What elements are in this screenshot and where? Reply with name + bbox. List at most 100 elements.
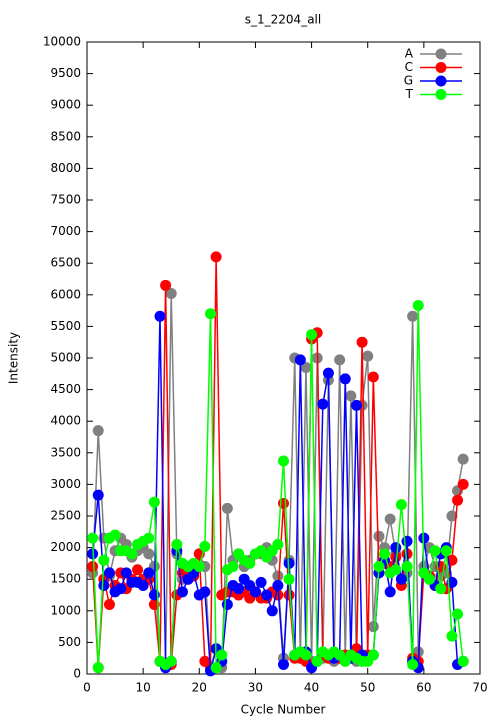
point — [92, 425, 104, 437]
point — [272, 538, 284, 550]
point — [373, 561, 385, 573]
point — [199, 540, 211, 552]
point — [171, 538, 183, 550]
chart-title: s_1_2204_all — [245, 13, 321, 27]
point — [407, 659, 419, 671]
point — [356, 336, 368, 348]
point — [390, 564, 402, 576]
point — [143, 532, 155, 544]
point — [294, 354, 306, 366]
point — [272, 570, 284, 582]
y-tick-label: 4500 — [50, 382, 81, 396]
point — [278, 659, 289, 671]
point — [283, 589, 295, 601]
y-tick-label: 1500 — [50, 572, 81, 586]
point — [345, 390, 357, 402]
point — [143, 548, 155, 560]
point — [457, 453, 469, 465]
point — [233, 583, 245, 595]
point — [457, 478, 469, 490]
point — [143, 567, 155, 579]
y-tick-label: 3000 — [50, 477, 81, 491]
point — [395, 499, 407, 511]
point — [210, 662, 222, 674]
point — [379, 548, 391, 560]
legend-label: T — [405, 87, 414, 101]
y-tick-label: 500 — [58, 635, 81, 649]
x-tick-label: 50 — [360, 681, 375, 695]
x-tick-label: 10 — [136, 681, 151, 695]
legend-swatch-marker — [435, 48, 447, 60]
y-tick-label: 8000 — [50, 161, 81, 175]
x-tick-label: 70 — [472, 681, 487, 695]
point — [154, 310, 166, 322]
point — [132, 564, 144, 576]
point — [446, 510, 458, 522]
legend-label: C — [405, 60, 413, 74]
point — [384, 513, 396, 525]
y-tick-label: 2000 — [50, 540, 81, 554]
point — [148, 598, 160, 610]
x-tick-label: 0 — [83, 681, 91, 695]
x-tick-label: 60 — [416, 681, 431, 695]
point — [199, 586, 211, 598]
point — [452, 608, 464, 620]
y-tick-label: 0 — [73, 667, 81, 681]
point — [165, 655, 177, 667]
point — [98, 554, 110, 566]
point — [384, 586, 396, 598]
point — [423, 573, 435, 585]
point — [255, 576, 267, 588]
point — [103, 598, 115, 610]
point — [109, 529, 121, 541]
y-tick-label: 5000 — [50, 351, 81, 365]
x-axis-label: Cycle Number — [241, 703, 326, 717]
point — [244, 557, 256, 569]
series-line — [91, 305, 464, 668]
x-tick-label: 30 — [248, 681, 263, 695]
point — [137, 580, 149, 592]
point — [87, 561, 99, 573]
point — [339, 373, 351, 385]
legend-swatch-marker — [435, 75, 447, 87]
point — [373, 530, 385, 542]
series-line — [91, 316, 464, 672]
point — [367, 621, 379, 633]
point — [407, 310, 419, 322]
point — [283, 573, 295, 585]
point — [103, 567, 115, 579]
point — [317, 398, 329, 410]
point — [92, 489, 104, 501]
point — [457, 655, 469, 667]
y-tick-label: 9000 — [50, 98, 81, 112]
point — [87, 532, 99, 544]
y-tick-label: 2500 — [50, 509, 81, 523]
point — [126, 548, 138, 560]
legend-label: A — [405, 47, 414, 61]
point — [435, 583, 447, 595]
point — [300, 361, 312, 373]
point — [311, 655, 323, 667]
point — [221, 502, 233, 514]
y-tick-label: 6000 — [50, 287, 81, 301]
y-tick-label: 9500 — [50, 66, 81, 80]
legend-label: G — [404, 74, 413, 88]
y-tick-label: 10000 — [43, 35, 81, 49]
point — [165, 288, 177, 300]
legend-swatch-marker — [435, 89, 447, 100]
series-line — [91, 293, 464, 670]
point — [205, 308, 217, 320]
y-tick-label: 6500 — [50, 256, 81, 270]
y-tick-label: 7000 — [50, 224, 81, 238]
point — [193, 561, 205, 573]
point — [401, 535, 413, 547]
point — [300, 649, 312, 661]
y-tick-label: 7500 — [50, 193, 81, 207]
point — [452, 494, 464, 506]
point — [120, 567, 132, 579]
point — [92, 662, 104, 674]
point — [115, 583, 127, 595]
point — [221, 598, 233, 610]
point — [98, 580, 110, 592]
y-tick-label: 8500 — [50, 129, 81, 143]
